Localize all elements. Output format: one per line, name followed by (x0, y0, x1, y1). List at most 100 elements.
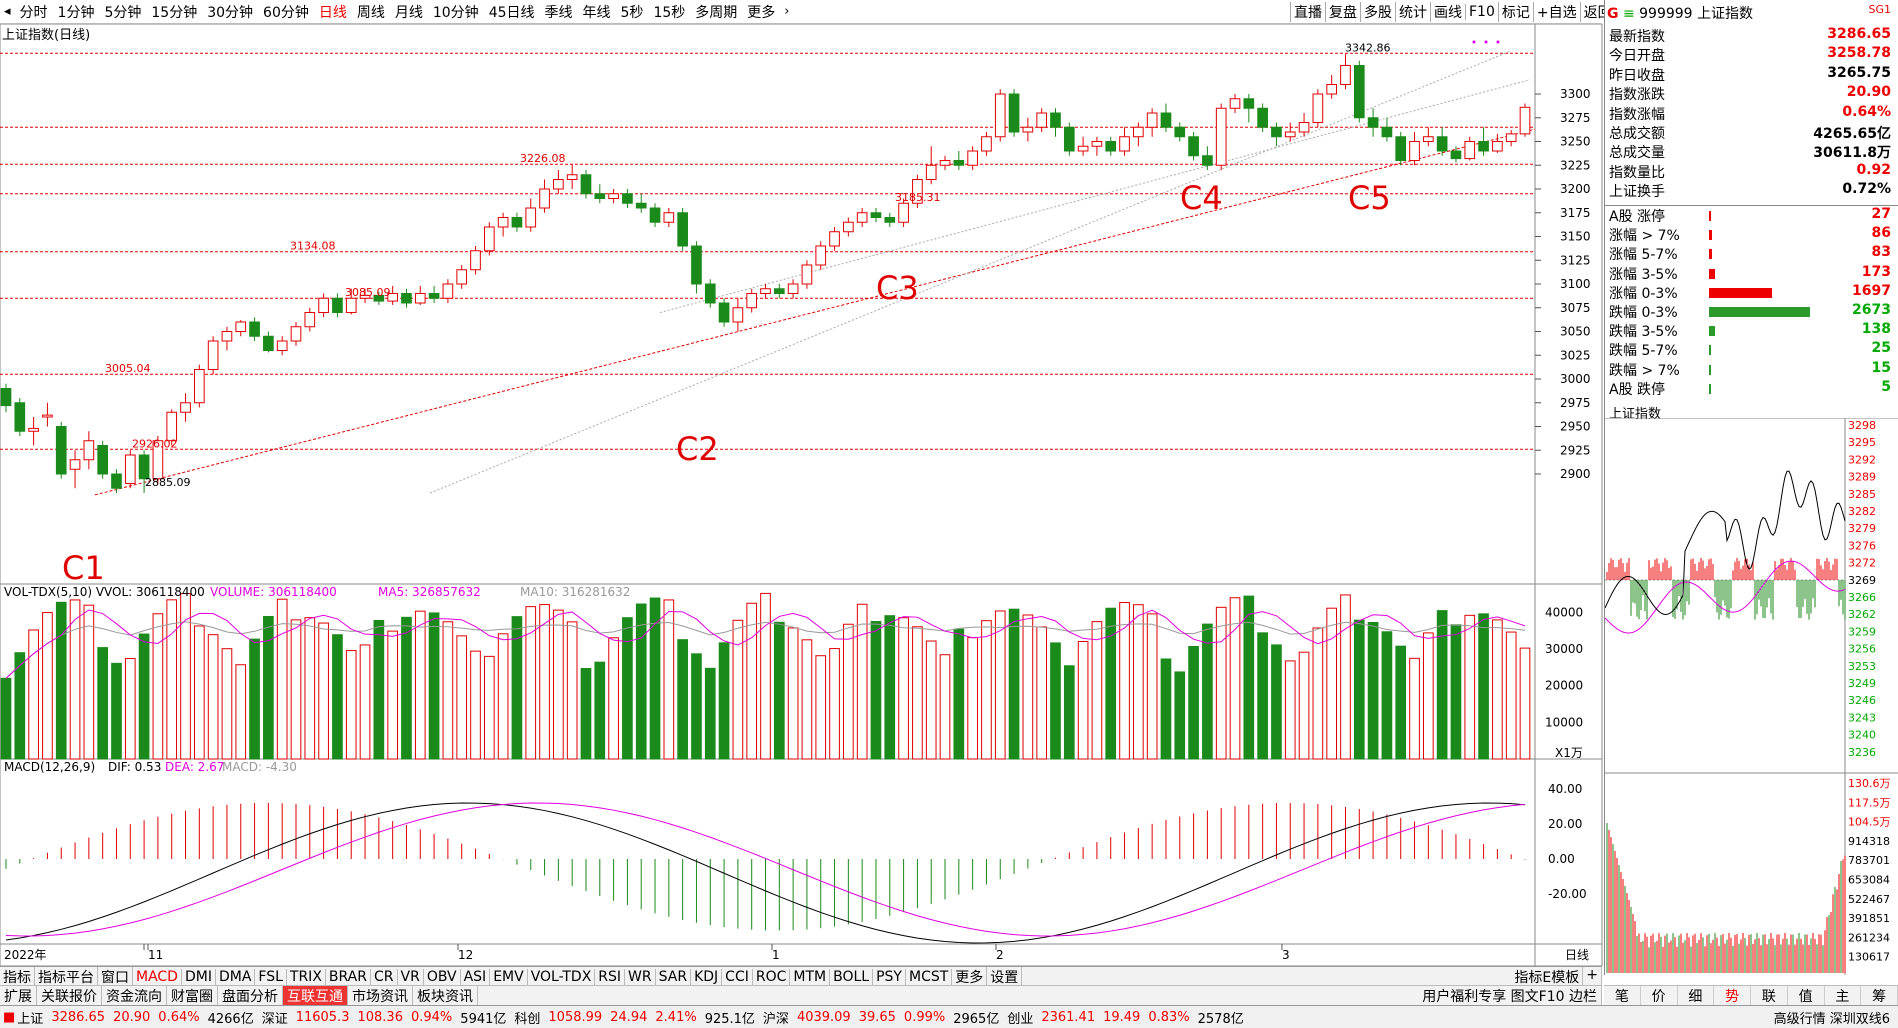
period-9[interactable]: 10分钟 (432, 4, 479, 21)
xaxis-label: 2022年 (4, 948, 47, 962)
extension-tab-4[interactable]: 盘面分析 (218, 986, 283, 1006)
period-10[interactable]: 45日线 (488, 4, 535, 21)
period-1[interactable]: 1分钟 (57, 4, 95, 21)
status-sh-label[interactable]: 上证 (17, 1011, 44, 1027)
rp-tab-4[interactable]: 联 (1751, 986, 1788, 1006)
extension-tab-6[interactable]: 市场资讯 (348, 986, 413, 1006)
intraday-chart[interactable]: 3298 3295 3292 3289 3285 3282 3279 3276 3272 3269… (1605, 418, 1898, 975)
period-14[interactable]: 15秒 (653, 4, 686, 21)
rp-tab-0[interactable]: 笔 (1604, 986, 1641, 1006)
volume-bar (967, 637, 978, 760)
status-kc-label[interactable]: 科创 (514, 1011, 541, 1027)
breadth-row[interactable]: 涨幅 5-7% 83 (1605, 244, 1895, 263)
indicator-tab-item[interactable]: 设置 (987, 966, 1023, 987)
breadth-row[interactable]: A股 跌停 5 (1605, 379, 1895, 398)
tool-5[interactable]: F10 (1465, 3, 1498, 20)
kline-chart[interactable]: 3300 3275 3250 3225 3200 3175 3150 3125 3100 3075… (0, 24, 1603, 966)
period-8[interactable]: 月线 (394, 4, 423, 21)
tool-0[interactable]: 直播 (1290, 1, 1325, 22)
extension-tab-3[interactable]: 财富圈 (167, 986, 218, 1006)
rp-tab-1[interactable]: 价 (1641, 986, 1678, 1006)
period-16[interactable]: 更多 (747, 4, 776, 21)
indicator-tab-mtm[interactable]: MTM (790, 968, 831, 985)
rp-tab-3[interactable]: 势 (1714, 986, 1751, 1006)
breadth-row[interactable]: 涨幅 > 7% 86 (1605, 225, 1895, 244)
tool-2[interactable]: 多股 (1360, 1, 1395, 22)
rp-badge[interactable]: SG1 (1868, 3, 1891, 16)
indicator-tab-rsi[interactable]: RSI (595, 968, 626, 985)
period-11[interactable]: 季线 (544, 4, 573, 21)
indicator-tab-item[interactable]: 指标平台 (35, 966, 98, 987)
extension-tab-0[interactable]: 扩展 (0, 986, 37, 1006)
indicator-tab-asi[interactable]: ASI (461, 968, 491, 985)
rp-tab-6[interactable]: 主 (1825, 986, 1862, 1006)
indicator-tab-vr[interactable]: VR (398, 968, 424, 985)
breadth-row[interactable]: 跌幅 0-3% 2673 (1605, 302, 1895, 321)
rp-tab-2[interactable]: 细 (1678, 986, 1715, 1006)
indicator-tab-cr[interactable]: CR (371, 968, 398, 985)
rp-tab-7[interactable]: 筹 (1861, 986, 1898, 1006)
period-4[interactable]: 30分钟 (207, 4, 254, 21)
more-arrow-icon[interactable]: › (784, 4, 790, 19)
volume-bar (1008, 608, 1020, 760)
period-2[interactable]: 5分钟 (104, 4, 142, 21)
indicator-tab-item[interactable]: 窗口 (98, 966, 133, 987)
extension-tab-7[interactable]: 板块资讯 (413, 986, 478, 1006)
indicator-tab-sar[interactable]: SAR (656, 968, 692, 985)
period-15[interactable]: 多周期 (695, 4, 738, 21)
indicator-tab-fsl[interactable]: FSL (255, 968, 287, 985)
indicator-tab-trix[interactable]: TRIX (287, 968, 326, 985)
indicator-tab-dma[interactable]: DMA (216, 968, 256, 985)
indicator-tab-boll[interactable]: BOLL (830, 968, 874, 985)
breadth-row[interactable]: 跌幅 3-5% 138 (1605, 321, 1895, 340)
volume-bar (1119, 602, 1130, 760)
indicator-tab-emv[interactable]: EMV (490, 968, 528, 985)
period-6[interactable]: 日线 (318, 4, 347, 21)
tool-3[interactable]: 统计 (1395, 1, 1430, 22)
tool-6[interactable]: 标记 (1497, 1, 1533, 22)
period-3[interactable]: 15分钟 (151, 4, 198, 21)
tool-7[interactable]: +自选 (1532, 1, 1580, 22)
status-right-text[interactable]: 高级行情 深圳双线6 (1773, 1011, 1890, 1027)
period-13[interactable]: 5秒 (620, 4, 644, 21)
extension-tab-5[interactable]: 互联互通 (283, 986, 348, 1006)
breadth-row[interactable]: A股 涨停 27 (1605, 206, 1895, 225)
indicator-tab-obv[interactable]: OBV (424, 968, 461, 985)
indicator-tab-item[interactable]: 指标 (0, 966, 35, 987)
indicator-tab-kdj[interactable]: KDJ (691, 968, 723, 985)
indicator-tabs-right: 指标E模板 + (1511, 966, 1602, 987)
indicator-right-0[interactable]: 指标E模板 (1511, 966, 1584, 987)
breadth-row[interactable]: 涨幅 0-3% 1697 (1605, 283, 1895, 302)
period-12[interactable]: 年线 (582, 4, 611, 21)
period-0[interactable]: 分时 (19, 4, 48, 21)
stat-value: 3286.65 (1827, 26, 1891, 42)
indicator-tab-psy[interactable]: PSY (873, 968, 906, 985)
indicator-tab-brar[interactable]: BRAR (326, 968, 371, 985)
breadth-row[interactable]: 涨幅 3-5% 173 (1605, 264, 1895, 283)
indicator-tab-macd[interactable]: MACD (133, 968, 182, 985)
toolbar-left-arrow[interactable]: ◂ (4, 4, 11, 19)
status-cy-label[interactable]: 创业 (1007, 1011, 1034, 1027)
rp-tab-5[interactable]: 值 (1788, 986, 1825, 1006)
extension-tab-1[interactable]: 关联报价 (37, 986, 102, 1006)
volume-bar (649, 597, 661, 760)
period-7[interactable]: 周线 (356, 4, 385, 21)
indicator-tab-wr[interactable]: WR (625, 968, 656, 985)
status-sz-label[interactable]: 深证 (261, 1011, 288, 1027)
breadth-row[interactable]: 跌幅 5-7% 25 (1605, 340, 1895, 359)
extension-tab-2[interactable]: 资金流向 (102, 986, 167, 1006)
indicator-tab-roc[interactable]: ROC (753, 968, 791, 985)
status-hs-label[interactable]: 沪深 (762, 1011, 789, 1027)
period-5[interactable]: 60分钟 (263, 4, 309, 21)
tool-1[interactable]: 复盘 (1325, 1, 1360, 22)
indicator-right-1[interactable]: + (1583, 966, 1602, 987)
indicator-tab-cci[interactable]: CCI (722, 968, 753, 985)
extension-right[interactable]: 用户福利专享 图文F10 边栏 (1418, 986, 1602, 1006)
indicator-tab-dmi[interactable]: DMI (182, 968, 216, 985)
indicator-tab-item[interactable]: 更多 (952, 966, 988, 987)
candle-body (1312, 93, 1324, 123)
tool-4[interactable]: 画线 (1430, 1, 1465, 22)
indicator-tab-mcst[interactable]: MCST (906, 968, 953, 985)
breadth-row[interactable]: 跌幅 > 7% 15 (1605, 360, 1895, 379)
indicator-tab-vol-tdx[interactable]: VOL-TDX (528, 968, 596, 985)
